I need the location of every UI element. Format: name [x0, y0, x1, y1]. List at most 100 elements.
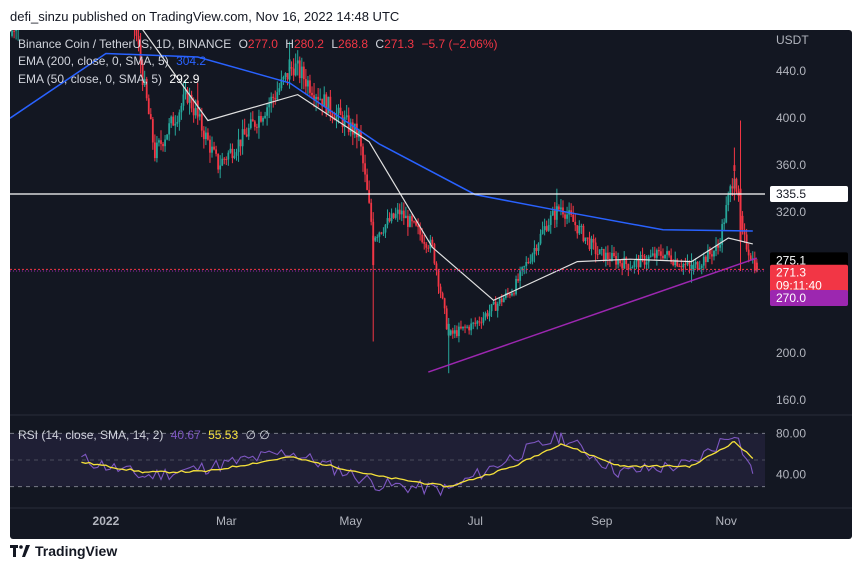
- publish-line: defi_sinzu published on TradingView.com,…: [10, 9, 400, 24]
- candle-body: [286, 73, 289, 80]
- candle-body: [360, 131, 362, 147]
- candle-body: [586, 237, 589, 239]
- candle-body: [478, 321, 481, 323]
- price-tick-label: 360.0: [776, 158, 806, 172]
- candle-body: [611, 252, 613, 261]
- price-tick-label: 400.0: [776, 111, 806, 125]
- candle-body: [543, 226, 546, 230]
- candle-body: [627, 264, 630, 270]
- candle-body: [713, 250, 715, 257]
- candle-body: [335, 113, 338, 121]
- candle-body: [747, 249, 750, 256]
- candle-body: [641, 255, 644, 257]
- candle-body: [547, 224, 550, 231]
- candle-body: [241, 129, 244, 147]
- candle-body: [419, 227, 422, 235]
- symbol-name[interactable]: Binance Coin / TetherUS, 1D, BINANCE: [18, 37, 232, 51]
- candle-body: [151, 119, 154, 143]
- rsi-line: [81, 430, 754, 497]
- candle-body: [162, 143, 164, 147]
- candle-body: [584, 237, 587, 242]
- candle-body: [441, 293, 444, 299]
- key-candle-body: [690, 265, 693, 271]
- candle-body: [251, 119, 254, 122]
- ema50-label: EMA (50, close, 0, SMA, 5): [18, 72, 163, 86]
- candle-body: [341, 115, 344, 128]
- candle-body: [11, 30, 13, 36]
- chart-svg[interactable]: 440.0 400.0 360.0 320.0 200.0 160.0 USDT 2022 Ma…: [10, 30, 852, 539]
- candle-body: [217, 153, 220, 170]
- candle-body: [256, 126, 258, 128]
- candle-body: [221, 158, 224, 166]
- candle-body: [519, 270, 522, 281]
- candle-body: [474, 322, 477, 324]
- candle-body: [435, 263, 438, 271]
- candle-body: [539, 233, 542, 244]
- candle-body: [500, 298, 503, 303]
- candle-body: [411, 216, 413, 222]
- time-tick-label: Sep: [591, 514, 613, 528]
- candle-body: [421, 234, 424, 243]
- candle-body: [594, 242, 597, 255]
- price-tick-label: 200.0: [776, 346, 806, 360]
- candle-body: [470, 323, 473, 331]
- time-tick-label: May: [339, 514, 362, 528]
- candle-body: [515, 278, 517, 295]
- candle-body: [245, 134, 248, 137]
- close-label: C: [375, 37, 385, 51]
- candle-body: [13, 30, 15, 32]
- candle-body: [560, 207, 562, 210]
- candle-body: [141, 64, 144, 86]
- candle-body: [702, 256, 705, 266]
- candle-body: [198, 114, 201, 117]
- candle-body: [358, 131, 360, 138]
- ema50-legend[interactable]: EMA (50, close, 0, SMA, 5) 292.9: [18, 72, 199, 86]
- candle-body: [574, 221, 577, 226]
- candle-body: [168, 123, 171, 135]
- candle-body: [402, 210, 405, 219]
- candle-body: [580, 225, 583, 227]
- candle-body: [666, 251, 668, 255]
- candle-body: [239, 139, 242, 147]
- candle-body: [292, 68, 295, 76]
- candle-body: [178, 112, 181, 122]
- candle-body: [355, 123, 358, 138]
- candle-body: [211, 146, 213, 153]
- candle-body: [219, 165, 222, 170]
- candle-body: [464, 326, 466, 328]
- candle-body: [670, 255, 673, 262]
- candle-body: [462, 326, 464, 329]
- candle-body: [449, 330, 452, 335]
- candle-body: [249, 119, 252, 128]
- rsi-legend[interactable]: RSI (14, close, SMA, 14, 2) 40.67 55.53 …: [18, 428, 270, 442]
- candle-body: [700, 265, 703, 268]
- candle-body: [537, 243, 540, 251]
- candle-body: [253, 121, 256, 127]
- candle-body: [304, 79, 307, 87]
- price-tick-label: 320.0: [776, 205, 806, 219]
- candle-body: [535, 247, 538, 251]
- candle-body: [600, 248, 603, 250]
- candle-body: [723, 222, 726, 225]
- footer-brand[interactable]: TradingView: [10, 543, 117, 559]
- candle-body: [174, 123, 177, 126]
- change-value: −5.7 (−2.06%): [421, 37, 498, 51]
- candle-body: [709, 249, 711, 255]
- candle-body: [413, 221, 415, 223]
- candle-body: [376, 236, 379, 238]
- candle-body: [166, 134, 169, 140]
- candle-body: [345, 115, 348, 118]
- candle-body: [427, 247, 430, 249]
- ema200-legend[interactable]: EMA (200, close, 0, SMA, 5) 304.2: [18, 54, 206, 68]
- price-axis-label: USDT: [776, 33, 809, 47]
- candle-body: [753, 258, 756, 271]
- candle-body: [488, 311, 491, 317]
- candle-body: [549, 215, 552, 225]
- candle-body: [725, 205, 728, 223]
- candle-body: [188, 94, 191, 103]
- tradingview-logo-icon: [10, 545, 30, 557]
- chart-panel[interactable]: 440.0 400.0 360.0 320.0 200.0 160.0 USDT 2022 Ma…: [10, 30, 852, 539]
- candle-body: [680, 266, 683, 268]
- candle-body: [653, 253, 656, 258]
